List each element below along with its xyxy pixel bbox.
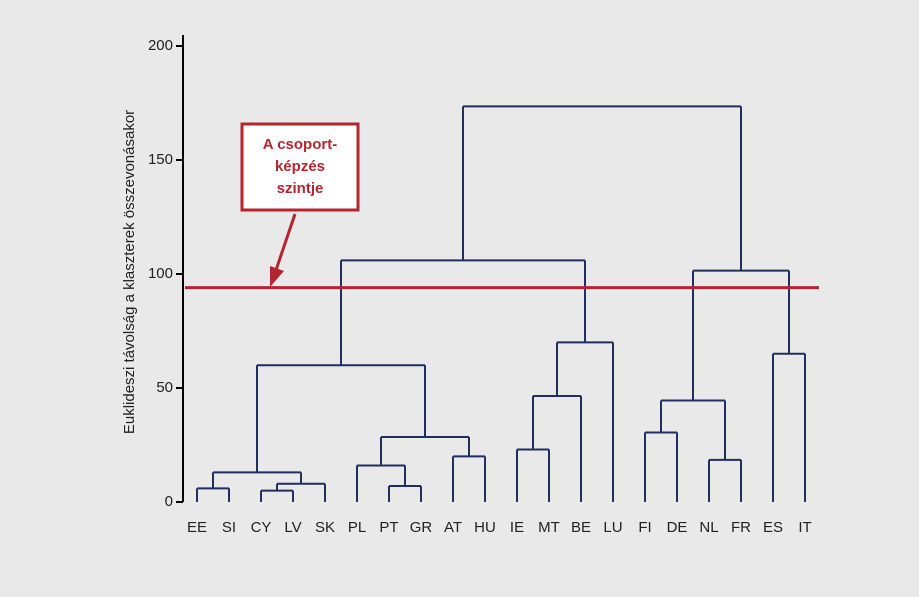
x-tick-label: DE: [667, 519, 688, 536]
x-tick-label: PL: [348, 519, 366, 536]
annotation-arrowhead: [270, 266, 284, 287]
x-tick-label: PT: [379, 519, 398, 536]
x-tick-label: GR: [410, 519, 433, 536]
x-tick-label: AT: [444, 519, 462, 536]
x-tick-label: CY: [251, 519, 272, 536]
x-tick-label: FR: [731, 519, 751, 536]
x-tick-label: IT: [798, 519, 811, 536]
annotation-text: A csoport-: [263, 136, 337, 153]
y-tick-label: 100: [148, 265, 173, 282]
y-axis-label: Euklideszi távolság a klaszterek összevo…: [121, 110, 138, 434]
x-tick-label: IE: [510, 519, 524, 536]
x-tick-label: LU: [603, 519, 622, 536]
x-tick-label: BE: [571, 519, 591, 536]
x-tick-label: HU: [474, 519, 496, 536]
x-tick-label: SI: [222, 519, 236, 536]
annotation-text: szintje: [277, 180, 324, 197]
y-tick-label: 50: [156, 379, 173, 396]
annotation-text: képzés: [275, 158, 325, 175]
x-tick-label: ES: [763, 519, 783, 536]
y-tick-label: 150: [148, 151, 173, 168]
x-tick-label: FI: [638, 519, 651, 536]
annotation-arrow: [274, 213, 297, 271]
x-tick-label: MT: [538, 519, 560, 536]
y-tick-label: 200: [148, 37, 173, 54]
x-tick-label: SK: [315, 519, 335, 536]
x-tick-label: LV: [284, 519, 301, 536]
annotation: A csoport-képzés szintje: [240, 122, 360, 287]
x-tick-label: NL: [699, 519, 718, 536]
x-tick-label: EE: [187, 519, 207, 536]
y-tick-label: 0: [165, 493, 173, 510]
annotation-box: [240, 122, 360, 212]
